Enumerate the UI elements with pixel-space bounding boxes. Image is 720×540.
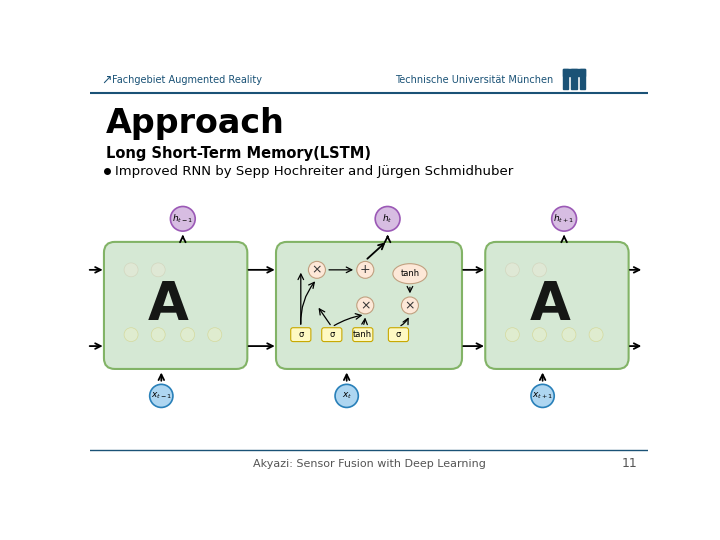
Text: Long Short-Term Memory(LSTM): Long Short-Term Memory(LSTM) — [106, 146, 371, 161]
Circle shape — [589, 328, 603, 342]
Text: tanh: tanh — [400, 269, 420, 278]
Text: A: A — [529, 279, 570, 332]
Text: Akyazi: Sensor Fusion with Deep Learning: Akyazi: Sensor Fusion with Deep Learning — [253, 458, 485, 469]
FancyBboxPatch shape — [388, 328, 408, 342]
Text: $h_t$: $h_t$ — [382, 213, 393, 225]
Circle shape — [505, 328, 519, 342]
Circle shape — [533, 328, 546, 342]
Text: +: + — [360, 264, 371, 276]
Circle shape — [375, 206, 400, 231]
Circle shape — [562, 328, 576, 342]
Circle shape — [531, 384, 554, 408]
Text: Approach: Approach — [106, 107, 284, 140]
Circle shape — [124, 263, 138, 277]
Text: ×: × — [312, 264, 322, 276]
Circle shape — [151, 263, 165, 277]
Ellipse shape — [393, 264, 427, 284]
Text: Improved RNN by Sepp Hochreiter and Jürgen Schmidhuber: Improved RNN by Sepp Hochreiter and Jürg… — [114, 165, 513, 178]
Bar — [563, 70, 585, 76]
Text: Fachgebiet Augmented Reality: Fachgebiet Augmented Reality — [112, 75, 261, 85]
Circle shape — [356, 297, 374, 314]
Circle shape — [181, 328, 194, 342]
Text: A: A — [148, 279, 189, 332]
FancyBboxPatch shape — [276, 242, 462, 369]
Text: 11: 11 — [621, 457, 637, 470]
Text: ↗: ↗ — [102, 73, 112, 87]
Text: Technische Universität München: Technische Universität München — [395, 75, 554, 85]
Circle shape — [533, 263, 546, 277]
Bar — [563, 70, 568, 90]
Circle shape — [208, 328, 222, 342]
Text: $x_t$: $x_t$ — [341, 390, 352, 401]
Bar — [580, 70, 585, 90]
FancyBboxPatch shape — [291, 328, 311, 342]
Circle shape — [356, 261, 374, 278]
FancyBboxPatch shape — [353, 328, 373, 342]
Text: ×: × — [405, 299, 415, 312]
Bar — [571, 70, 577, 90]
Text: ×: × — [360, 299, 371, 312]
FancyBboxPatch shape — [485, 242, 629, 369]
Text: σ: σ — [329, 330, 334, 339]
FancyBboxPatch shape — [104, 242, 248, 369]
Circle shape — [151, 328, 165, 342]
Text: $h_{t+1}$: $h_{t+1}$ — [554, 213, 575, 225]
Circle shape — [308, 261, 325, 278]
Circle shape — [124, 328, 138, 342]
Text: $h_{t-1}$: $h_{t-1}$ — [172, 213, 194, 225]
Text: $x_{t+1}$: $x_{t+1}$ — [532, 390, 553, 401]
Circle shape — [552, 206, 577, 231]
Circle shape — [335, 384, 359, 408]
Text: σ: σ — [298, 330, 303, 339]
Circle shape — [401, 297, 418, 314]
Text: tanh: tanh — [354, 330, 372, 339]
Circle shape — [505, 263, 519, 277]
Text: σ: σ — [396, 330, 401, 339]
FancyBboxPatch shape — [322, 328, 342, 342]
Text: $x_{t-1}$: $x_{t-1}$ — [150, 390, 172, 401]
Circle shape — [171, 206, 195, 231]
Circle shape — [150, 384, 173, 408]
